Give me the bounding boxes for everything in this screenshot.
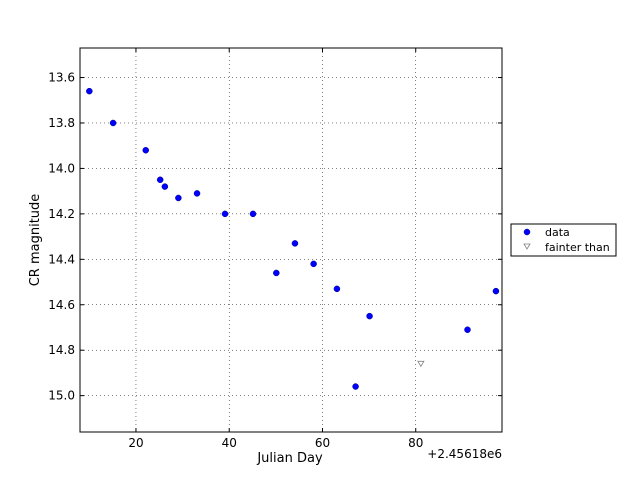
x-tick-label: 40 xyxy=(222,436,237,450)
data-point xyxy=(310,260,317,268)
y-axis-label: CR magnitude xyxy=(28,194,43,287)
x-offset-label: +2.45618e6 xyxy=(427,447,502,461)
y-tick-label: 13.8 xyxy=(48,116,75,130)
data-point xyxy=(142,146,149,154)
data-point xyxy=(273,269,280,277)
data-point xyxy=(291,240,299,247)
fainter-than-point xyxy=(417,360,425,368)
x-axis-label: Julian Day xyxy=(256,451,323,466)
legend: data fainter than xyxy=(510,223,617,257)
y-tick-label: 14.4 xyxy=(48,252,75,266)
y-tick-label: 15.0 xyxy=(48,389,75,403)
data-point xyxy=(221,210,229,218)
y-tick-label: 14.8 xyxy=(48,343,75,357)
legend-fainter-marker xyxy=(523,243,531,250)
legend-data-label: data xyxy=(545,226,570,239)
markers xyxy=(86,87,500,390)
y-tick-label: 13.6 xyxy=(48,71,75,85)
y-tick-label: 14.6 xyxy=(48,298,75,312)
data-point xyxy=(366,312,373,320)
legend-fainter-label: fainter than xyxy=(545,241,610,254)
data-point xyxy=(156,176,164,184)
data-point xyxy=(109,119,117,127)
data-point xyxy=(249,210,257,218)
data-point xyxy=(333,285,341,293)
data-point xyxy=(175,194,182,202)
x-tick-label: 80 xyxy=(408,436,423,450)
data-point xyxy=(86,87,93,95)
x-tick-label: 60 xyxy=(315,436,330,450)
data-point xyxy=(464,326,471,334)
legend-data-marker xyxy=(523,228,531,236)
y-tick-label: 14.2 xyxy=(48,207,75,221)
data-point xyxy=(193,190,201,197)
data-point xyxy=(161,183,169,190)
ticks: 20 40 60 80 13.6 13.8 14.0 14.2 14.4 14.6 14.8 15.0 xyxy=(48,48,502,450)
x-tick-label: 20 xyxy=(128,436,143,450)
data-point xyxy=(352,383,359,390)
plot-frame xyxy=(79,47,503,433)
grid xyxy=(80,48,502,432)
data-point xyxy=(492,287,500,295)
y-tick-label: 14.0 xyxy=(48,161,75,175)
